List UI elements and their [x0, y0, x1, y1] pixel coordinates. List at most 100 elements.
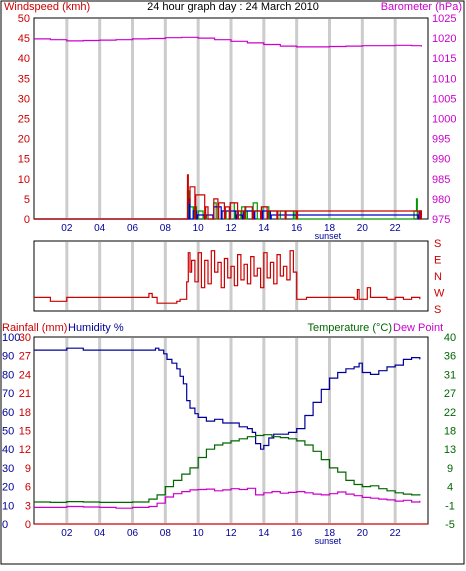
temp-tick-label: 13 [444, 444, 456, 456]
y-tick-label: 980 [432, 194, 450, 206]
x-tick-label: 08 [160, 223, 172, 234]
y-tick-label: 40 [18, 53, 30, 65]
x-tick-label: 18 [324, 223, 336, 234]
rain-tick-label: 0 [25, 519, 31, 531]
chart-title: 24 hour graph day : 24 March 2010 [147, 1, 319, 13]
y-tick-label: 15 [18, 154, 30, 166]
rain-tick-label: 18 [19, 407, 31, 419]
humidity-tick-label: 10 [2, 500, 14, 512]
series-line [34, 347, 421, 450]
y-tick-label: 1005 [432, 93, 456, 105]
y-tick-label: 30 [18, 93, 30, 105]
humidity-tick-label: 70 [2, 388, 14, 400]
barometer-axis-label: Barometer (hPa) [381, 1, 462, 13]
temp-tick-label: 22 [444, 407, 456, 419]
x-tick-label: 18 [324, 528, 336, 539]
y-tick-label: 1000 [432, 114, 456, 126]
y-tick-label: 1015 [432, 53, 456, 65]
compass-tick-label: E [434, 255, 441, 267]
x-tick-label: 06 [127, 528, 139, 539]
windspeed-axis-label: Windspeed (kmh) [4, 1, 90, 13]
x-tick-label: 22 [390, 223, 402, 234]
x-tick-label: 14 [258, 528, 270, 539]
humidity-tick-label: 50 [2, 426, 14, 438]
x-tick-label: 16 [291, 223, 303, 234]
y-tick-label: 20 [18, 134, 30, 146]
x-tick-label: 04 [94, 223, 106, 234]
y-tick-label: 1025 [432, 13, 456, 25]
x-tick-label: 04 [94, 528, 106, 539]
x-tick-label: 02 [61, 223, 73, 234]
y-tick-label: 5 [24, 194, 30, 206]
humidity-axis-label: Humidity % [68, 322, 124, 334]
y-tick-label: 0 [24, 214, 30, 226]
y-tick-label: 45 [18, 33, 30, 45]
temp-tick-label: -1 [445, 500, 455, 512]
rain-tick-label: 6 [25, 482, 31, 494]
temp-tick-label: -5 [445, 519, 455, 531]
rain-tick-label: 3 [25, 500, 31, 512]
rain-tick-label: 21 [19, 388, 31, 400]
rain-tick-label: 24 [19, 369, 31, 381]
humidity-tick-label: 30 [2, 463, 14, 475]
compass-tick-label: S [434, 304, 441, 316]
compass-tick-label: N [434, 271, 442, 283]
y-tick-label: 25 [18, 114, 30, 126]
temp-tick-label: 36 [444, 351, 456, 363]
series-line [34, 434, 421, 503]
rain-tick-label: 27 [19, 351, 31, 363]
x-tick-label: 06 [127, 223, 139, 234]
compass-tick-label: W [434, 288, 445, 300]
temp-tick-label: 18 [444, 426, 456, 438]
x-tick-label: 10 [193, 223, 205, 234]
x-tick-label: 12 [225, 528, 237, 539]
dewpoint-axis-label: Dew Point [393, 322, 443, 334]
wind-barometer-chart: 0510152025303540455097598098599099510001… [18, 13, 457, 241]
y-tick-label: 995 [432, 134, 450, 146]
humidity-tick-label: 80 [2, 369, 14, 381]
humidity-tick-label: 90 [2, 351, 14, 363]
humidity-tick-label: 100 [2, 332, 20, 344]
x-tick-label: 14 [258, 223, 270, 234]
y-tick-label: 990 [432, 154, 450, 166]
series-line [34, 487, 421, 509]
y-tick-label: 10 [18, 174, 30, 186]
rain-tick-label: 9 [25, 463, 31, 475]
compass-tick-label: S [434, 238, 441, 250]
y-tick-label: 35 [18, 73, 30, 85]
rain-tick-label: 12 [19, 444, 31, 456]
temp-tick-label: 9 [447, 463, 453, 475]
x-tick-label: 08 [160, 528, 172, 539]
series-line [34, 250, 421, 304]
temp-tick-label: 27 [444, 388, 456, 400]
series-line [34, 174, 422, 220]
x-tick-label: 10 [193, 528, 205, 539]
temp-tick-label: 31 [444, 369, 456, 381]
temp-tick-label: 40 [444, 332, 456, 344]
series-line [34, 36, 422, 48]
sunset-label: sunset [315, 536, 342, 546]
temp-tick-label: 4 [447, 482, 453, 494]
rain-tick-label: 30 [19, 332, 31, 344]
y-tick-label: 1010 [432, 73, 456, 85]
x-tick-label: 20 [357, 223, 369, 234]
temperature-humidity-chart: 0 0 -5 10 3 -1 20 6 4 30 9 9 40 12 13 50 15 18 60 18 22 70 21 2… [2, 332, 456, 546]
humidity-tick-label: 20 [2, 482, 14, 494]
x-tick-label: 02 [61, 528, 73, 539]
x-tick-label: 12 [225, 223, 237, 234]
humidity-tick-label: 60 [2, 407, 14, 419]
humidity-tick-label: 40 [2, 444, 14, 456]
temperature-axis-label: Temperature (°C) [308, 322, 392, 334]
rainfall-axis-label: Rainfall (mm) [2, 322, 67, 334]
y-tick-label: 985 [432, 174, 450, 186]
rain-tick-label: 15 [19, 426, 31, 438]
x-tick-label: 16 [291, 528, 303, 539]
y-tick-label: 1020 [432, 33, 456, 45]
y-tick-label: 50 [18, 13, 30, 25]
humidity-tick-label: 0 [2, 519, 8, 531]
x-tick-label: 22 [390, 528, 402, 539]
sunset-label: sunset [315, 231, 342, 241]
